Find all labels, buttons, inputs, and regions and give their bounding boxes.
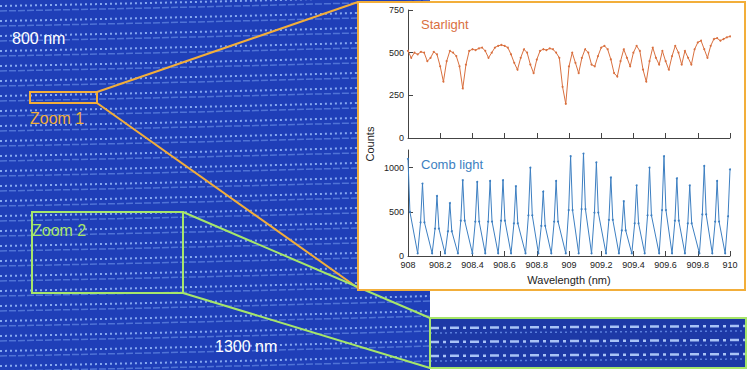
svg-text:1300 nm: 1300 nm bbox=[215, 338, 277, 355]
svg-text:500: 500 bbox=[389, 48, 404, 58]
svg-text:Wavelength (nm): Wavelength (nm) bbox=[527, 274, 610, 286]
html-text:Counts: Counts bbox=[364, 126, 376, 162]
svg-text:908.6: 908.6 bbox=[493, 260, 516, 270]
svg-text:500: 500 bbox=[389, 207, 404, 217]
svg-text:908.2: 908.2 bbox=[429, 260, 452, 270]
svg-text:909.6: 909.6 bbox=[654, 260, 677, 270]
svg-text:909: 909 bbox=[561, 260, 576, 270]
svg-text:908.8: 908.8 bbox=[526, 260, 549, 270]
svg-text:800 nm: 800 nm bbox=[12, 30, 65, 47]
svg-text:0: 0 bbox=[399, 251, 404, 261]
svg-text:Comb light: Comb light bbox=[421, 157, 484, 172]
svg-text:750: 750 bbox=[389, 5, 404, 15]
svg-text:909.4: 909.4 bbox=[622, 260, 645, 270]
svg-text:Starlight: Starlight bbox=[421, 17, 469, 32]
svg-text:909.8: 909.8 bbox=[687, 260, 710, 270]
svg-text:Zoom 1: Zoom 1 bbox=[30, 110, 84, 127]
svg-text:250: 250 bbox=[389, 90, 404, 100]
svg-text:909.2: 909.2 bbox=[590, 260, 613, 270]
svg-text:0: 0 bbox=[399, 133, 404, 143]
svg-text:908.4: 908.4 bbox=[461, 260, 484, 270]
svg-text:Zoom 2: Zoom 2 bbox=[32, 222, 86, 239]
svg-text:908: 908 bbox=[400, 260, 415, 270]
svg-text:910: 910 bbox=[722, 260, 737, 270]
svg-text:1000: 1000 bbox=[384, 163, 404, 173]
